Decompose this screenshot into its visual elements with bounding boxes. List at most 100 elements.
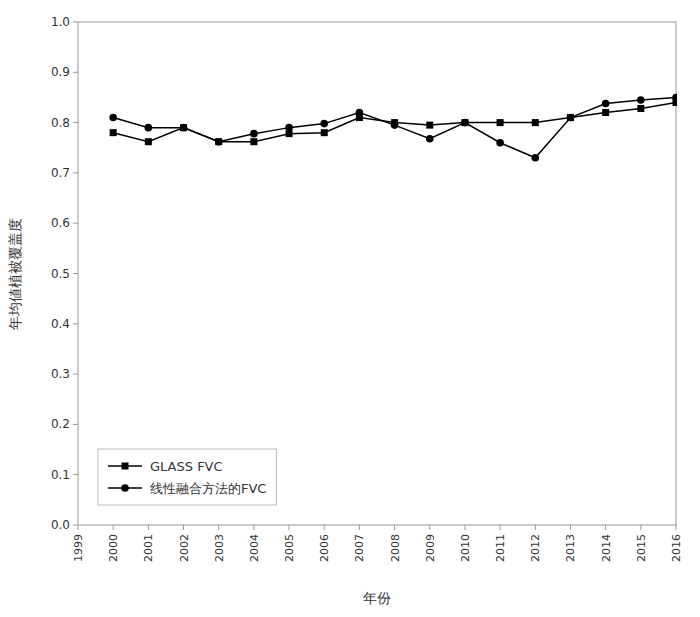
y-tick-label: 1.0 (51, 15, 70, 29)
x-tick (535, 525, 536, 530)
x-tick (324, 525, 325, 530)
data-point (321, 129, 328, 136)
legend-swatch-marker (122, 463, 129, 470)
x-tick (640, 525, 641, 530)
x-tick-label: 2002 (178, 534, 191, 562)
data-point (285, 124, 293, 132)
y-tick-label: 0.3 (51, 367, 70, 381)
series (109, 94, 677, 162)
data-point (110, 129, 117, 136)
data-point (215, 138, 223, 146)
y-tick-label: 0.0 (51, 518, 70, 532)
data-point (109, 114, 117, 122)
legend: GLASS FVC 线性融合方法的FVC (98, 449, 276, 505)
x-tick (183, 525, 184, 530)
x-tick-label: 2005 (283, 534, 296, 562)
y-tick-label: 0.7 (51, 166, 70, 180)
plot-frame (78, 22, 676, 525)
x-tick-label: 2004 (248, 534, 261, 562)
x-tick-label: 2015 (635, 534, 648, 562)
x-tick-label: 2009 (424, 534, 437, 562)
x-tick (113, 525, 114, 530)
chart: 0.00.10.20.30.40.50.60.70.80.91.01999200… (0, 0, 700, 617)
data-point (602, 100, 610, 108)
x-tick-label: 2010 (459, 534, 472, 562)
y-tick-label: 0.1 (51, 468, 70, 482)
x-tick-label: 2011 (494, 534, 507, 562)
data-point (637, 96, 645, 104)
x-tick (359, 525, 360, 530)
data-point (320, 120, 328, 128)
y-tick-label: 0.5 (51, 267, 70, 281)
y-tick (73, 273, 78, 274)
data-point (532, 119, 539, 126)
y-tick (73, 525, 78, 526)
data-point (497, 119, 504, 126)
y-tick (73, 474, 78, 475)
x-tick (148, 525, 149, 530)
y-tick (73, 223, 78, 224)
y-tick-label: 0.9 (51, 65, 70, 79)
data-point (531, 154, 539, 162)
x-tick-label: 2012 (529, 534, 542, 562)
x-tick (429, 525, 430, 530)
data-point (250, 130, 258, 138)
x-tick-label: 2016 (670, 534, 683, 562)
y-tick (73, 374, 78, 375)
data-point (180, 124, 187, 131)
x-tick (218, 525, 219, 530)
data-point (567, 114, 574, 121)
data-point (145, 124, 153, 132)
data-point (250, 138, 257, 145)
x-tick (500, 525, 501, 530)
y-tick (73, 22, 78, 23)
legend-item: GLASS FVC (108, 459, 223, 474)
x-tick-label: 2013 (564, 534, 577, 562)
y-tick (73, 424, 78, 425)
y-tick-label: 0.2 (51, 417, 70, 431)
x-tick (289, 525, 290, 530)
legend-label: 线性融合方法的FVC (150, 481, 266, 496)
data-point (215, 138, 222, 145)
x-tick-label: 2001 (142, 534, 155, 562)
data-point (496, 139, 504, 147)
y-tick-label: 0.4 (51, 317, 70, 331)
data-point (461, 119, 469, 127)
x-tick-label: 2014 (600, 534, 613, 562)
y-tick (73, 172, 78, 173)
data-point (602, 109, 609, 116)
data-point (180, 124, 188, 132)
y-tick-label: 0.6 (51, 216, 70, 230)
y-tick-label: 0.8 (51, 116, 70, 130)
x-tick (605, 525, 606, 530)
x-axis: 1999200020012002200320042005200620072008… (72, 525, 683, 562)
series-line (113, 97, 676, 157)
x-tick (464, 525, 465, 530)
x-tick-label: 2007 (353, 534, 366, 562)
data-point (391, 121, 399, 129)
x-axis-label: 年份 (363, 590, 391, 606)
x-tick (78, 525, 79, 530)
data-point (426, 122, 433, 129)
plot-area (109, 94, 677, 162)
y-axis: 0.0 0.1 0.2 0.3 0.4 0.5 0.6 0.7 0.8 0.9 1.0 (51, 15, 78, 532)
data-point (461, 119, 468, 126)
data-point (637, 105, 644, 112)
legend-label: GLASS FVC (150, 459, 223, 474)
legend-swatch-marker (121, 484, 129, 492)
x-tick (570, 525, 571, 530)
data-point (356, 109, 364, 117)
legend-box (98, 449, 276, 505)
data-point (145, 138, 152, 145)
x-tick-label: 2006 (318, 534, 331, 562)
data-point (426, 135, 434, 143)
series (110, 99, 677, 145)
x-tick-label: 2000 (107, 534, 120, 562)
x-tick-label: 2003 (213, 534, 226, 562)
y-tick (73, 323, 78, 324)
x-tick-label: 2008 (389, 534, 402, 562)
x-tick (253, 525, 254, 530)
y-axis-label: 年均値植被覆盖度 (7, 218, 23, 330)
data-point (672, 94, 677, 102)
x-tick (394, 525, 395, 530)
